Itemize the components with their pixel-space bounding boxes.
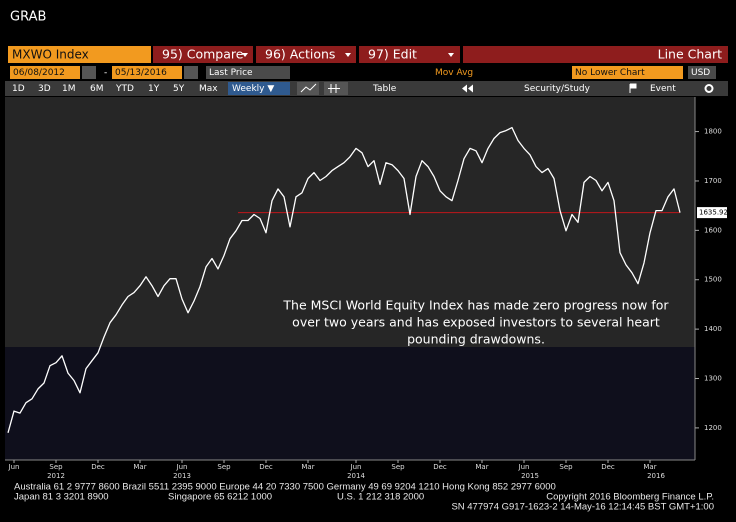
y-tick-label: 1300	[704, 375, 722, 383]
footer-text: Australia 61 2 9777 8600 Brazil 5511 239…	[14, 482, 556, 493]
x-tick-label: Jun	[8, 463, 20, 471]
last-value-box	[697, 207, 727, 219]
x-year-label: 2013	[173, 472, 191, 480]
y-tick-label: 1700	[704, 177, 722, 185]
x-tick-label: Jun	[518, 463, 530, 471]
frequency[interactable]: Weekly ▼	[232, 84, 274, 94]
ticker[interactable]: MXWO Index	[12, 48, 89, 62]
x-tick-label: Jun	[350, 463, 362, 471]
price-line	[7, 126, 681, 433]
date-separator: -	[104, 68, 107, 78]
period-button[interactable]: 1M	[62, 84, 76, 94]
x-tick-label: Mar	[475, 463, 488, 471]
x-tick-label: Dec	[91, 463, 105, 471]
x-tick-label: Mar	[133, 463, 146, 471]
window-title: GRAB	[10, 10, 46, 25]
annotation: over two years and has exposed investors…	[292, 315, 660, 330]
x-tick-label: Sep	[49, 463, 63, 471]
y-tick-label: 1800	[704, 128, 722, 136]
period-button[interactable]: 5Y	[173, 84, 185, 94]
plot-background	[5, 347, 695, 460]
table-button[interactable]: Table	[372, 84, 397, 94]
period-button[interactable]: 3D	[38, 84, 51, 94]
frequency-select[interactable]	[228, 82, 290, 95]
menu-button[interactable]	[256, 46, 356, 63]
menu-label[interactable]: 97) Edit	[368, 47, 417, 62]
x-tick-label: Sep	[217, 463, 231, 471]
start-date[interactable]: 06/08/2012	[13, 68, 65, 78]
study[interactable]: Mov Avg	[435, 68, 473, 78]
last-value-label: 1635.92	[699, 209, 728, 217]
end-date[interactable]: 05/13/2016	[115, 68, 167, 78]
period-button[interactable]: 1Y	[148, 84, 160, 94]
x-tick-label: Sep	[559, 463, 573, 471]
field-select[interactable]	[206, 66, 290, 79]
annotation: pounding drawdowns.	[407, 332, 545, 347]
x-year-label: 2012	[47, 472, 65, 480]
settings-icon[interactable]	[704, 84, 714, 93]
x-tick-label: Mar	[301, 463, 314, 471]
date-field[interactable]	[112, 66, 182, 79]
dropdown-icon	[242, 53, 248, 57]
x-tick-label: Dec	[259, 463, 273, 471]
x-tick-label: Jun	[176, 463, 188, 471]
menu-button[interactable]	[359, 46, 460, 63]
footer-text: Singapore 65 6212 1000	[168, 492, 272, 503]
calendar-button[interactable]	[184, 66, 198, 79]
security-study-button[interactable]: Security/Study	[524, 84, 591, 94]
period-button[interactable]: Max	[199, 84, 218, 94]
x-year-label: 2016	[647, 472, 665, 480]
footer-text: Japan 81 3 3201 8900	[14, 492, 109, 503]
annotation: The MSCI World Equity Index has made zer…	[282, 298, 669, 313]
plot-background	[5, 97, 695, 347]
x-tick-label: Dec	[601, 463, 615, 471]
x-tick-label: Dec	[433, 463, 447, 471]
ticker-box[interactable]	[8, 46, 151, 63]
period-button[interactable]: 6M	[90, 84, 104, 94]
crosshair-icon	[328, 84, 340, 93]
event-button[interactable]: Event	[650, 84, 676, 94]
calendar-button[interactable]	[82, 66, 96, 79]
title-bar	[463, 46, 728, 63]
y-tick-label: 1400	[704, 325, 722, 333]
footer-text: SN 477974 G917-1623-2 14-May-16 12:14:45…	[451, 502, 714, 513]
y-tick-label: 1600	[704, 226, 722, 234]
lower-chart-select[interactable]	[572, 66, 683, 79]
period-button[interactable]: 1D	[12, 84, 25, 94]
period-button[interactable]: YTD	[115, 84, 134, 94]
x-tick-label: Sep	[391, 463, 405, 471]
y-tick-label: 1500	[704, 276, 722, 284]
chart-type: Line Chart	[658, 47, 722, 62]
x-tick-label: Mar	[643, 463, 656, 471]
menu-label[interactable]: 95) Compare	[162, 47, 244, 62]
currency[interactable]: USD	[691, 68, 710, 78]
lower-chart[interactable]: No Lower Chart	[575, 68, 645, 78]
toolbar	[5, 81, 728, 96]
footer-text: Copyright 2016 Bloomberg Finance L.P.	[546, 492, 714, 503]
x-year-label: 2015	[521, 472, 539, 480]
collapse-icon[interactable]	[462, 84, 473, 93]
draw-icon	[300, 83, 317, 93]
date-field[interactable]	[10, 66, 80, 79]
y-tick-label: 1200	[704, 424, 722, 432]
menu-button[interactable]	[153, 46, 253, 63]
footer-text: U.S. 1 212 318 2000	[337, 492, 424, 503]
flag-icon	[629, 83, 637, 93]
x-year-label: 2014	[347, 472, 365, 480]
field[interactable]: Last Price	[209, 68, 253, 78]
menu-label[interactable]: 96) Actions	[265, 47, 335, 62]
currency-select[interactable]	[688, 66, 716, 79]
